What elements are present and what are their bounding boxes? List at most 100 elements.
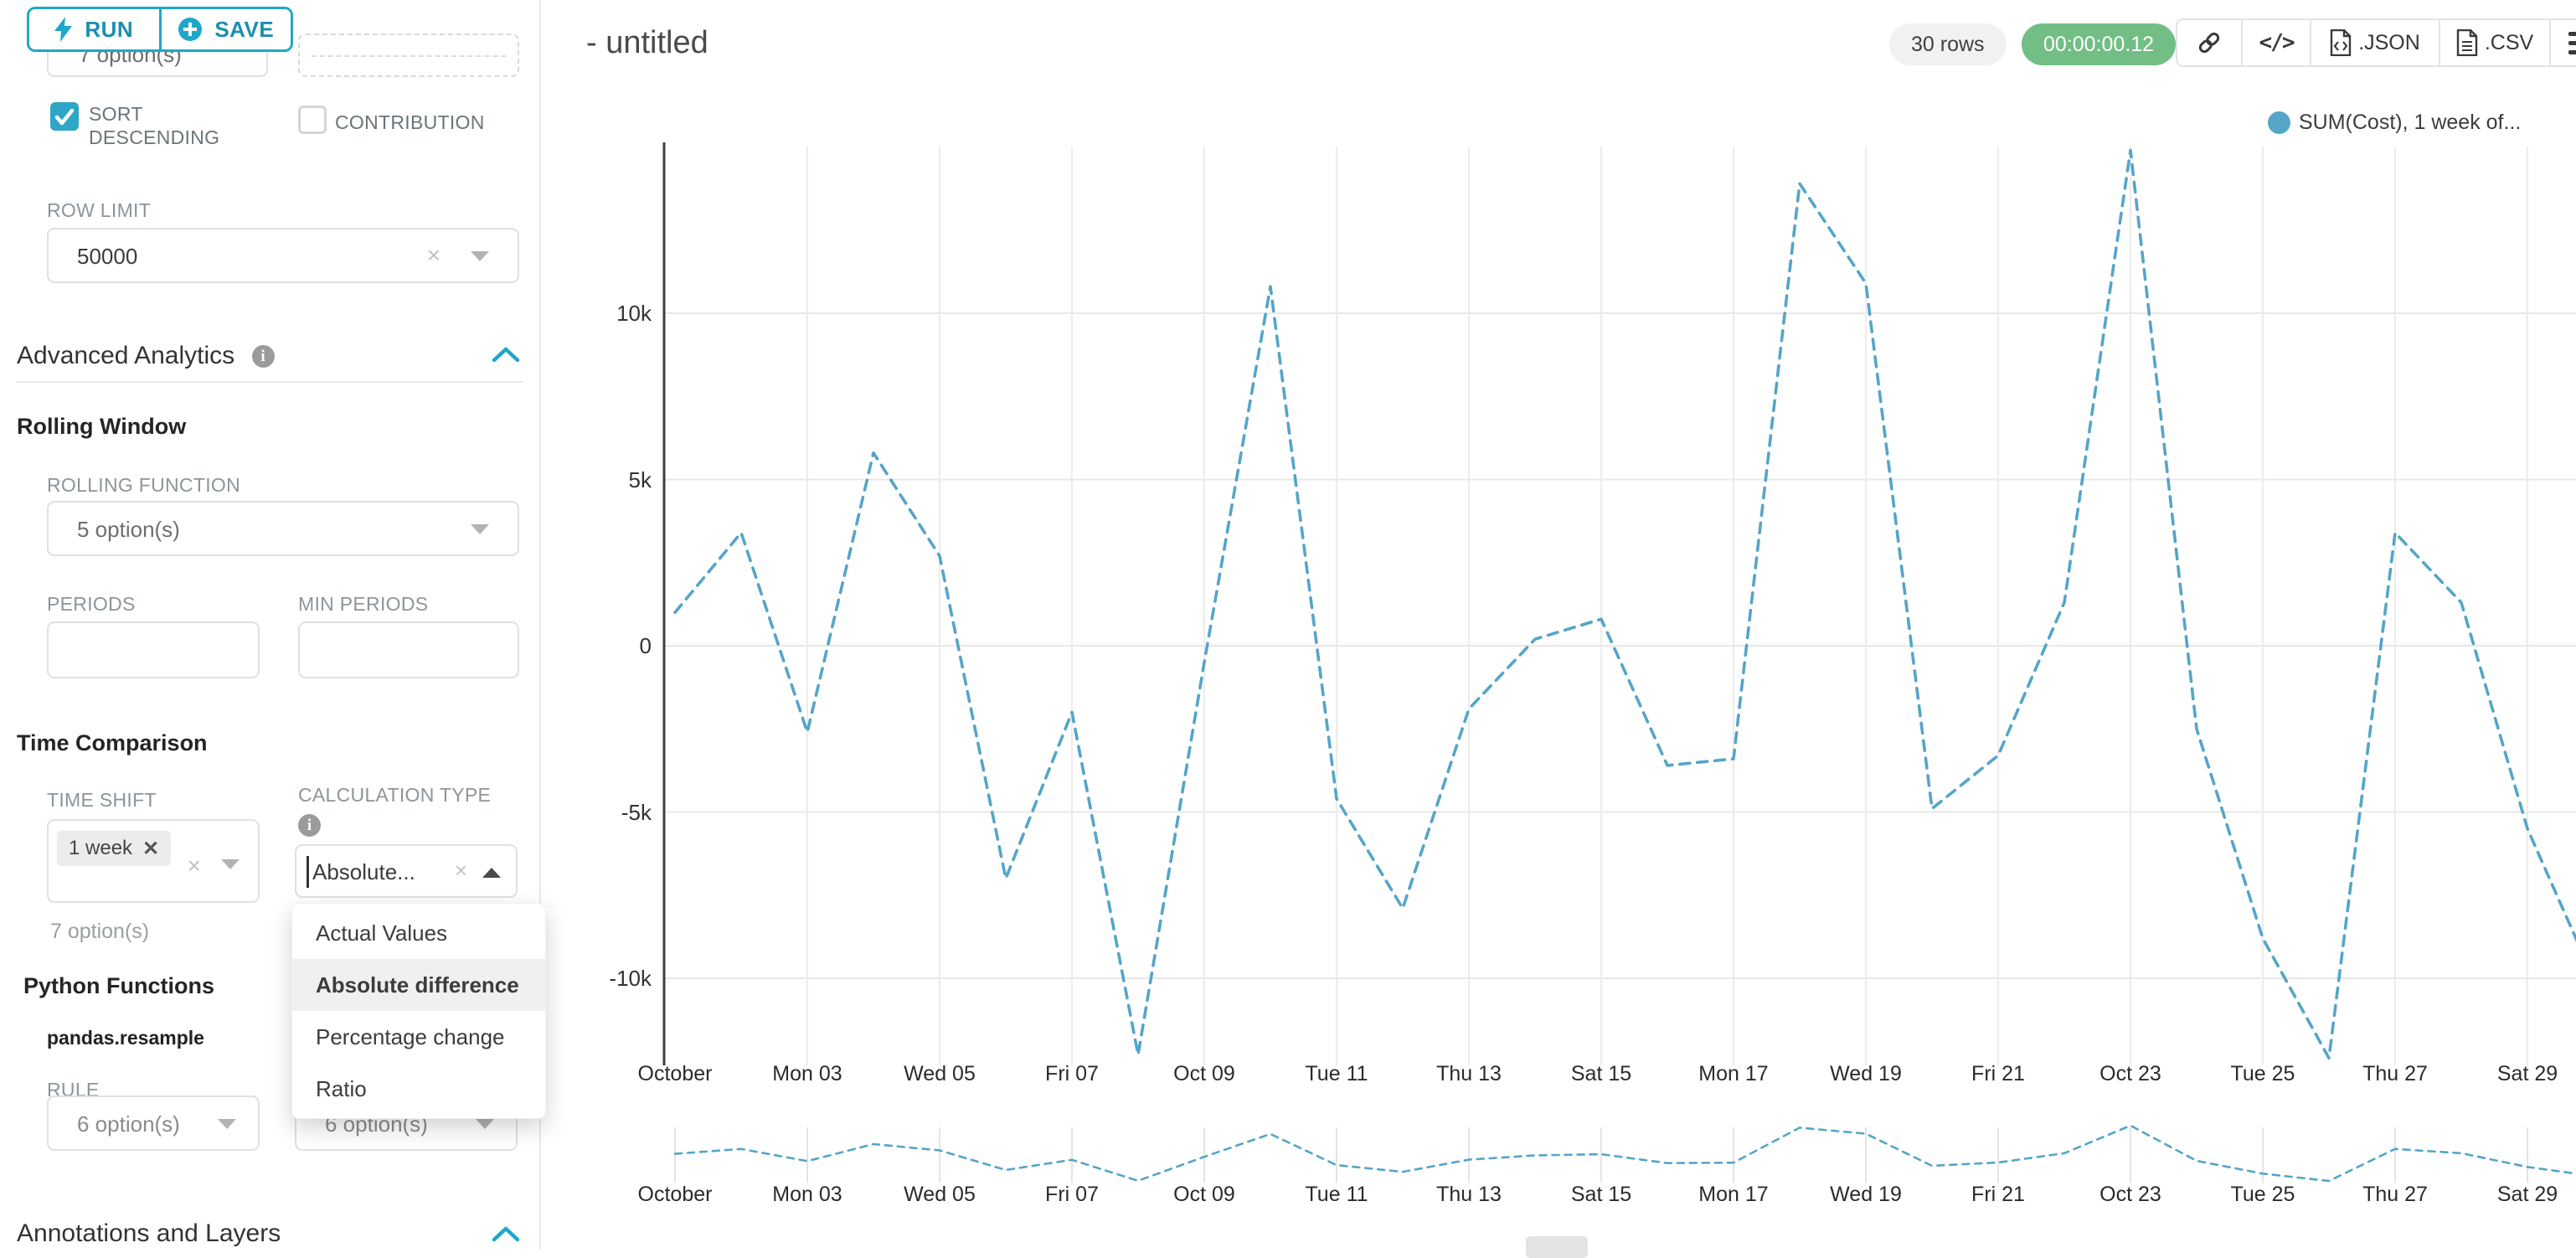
query-timer-badge: 00:00:00.12: [2022, 23, 2177, 65]
export-csv-button[interactable]: .CSV: [2439, 20, 2549, 65]
file-icon: [2456, 29, 2478, 56]
x-tick-label: Mon 17: [1698, 1183, 1769, 1206]
calculation-type-select[interactable]: Absolute... ×: [295, 844, 518, 898]
periods-input[interactable]: [47, 621, 260, 678]
time-shift-select[interactable]: 1 week ✕ ×: [47, 819, 260, 903]
y-tick-label: -10k: [609, 966, 652, 991]
calculation-type-option[interactable]: Percentage change: [316, 1023, 505, 1049]
legend-series-label: SUM(Cost), 1 week of...: [2299, 111, 2522, 134]
rolling-function-value: 5 option(s): [77, 517, 180, 542]
calculation-type-dropdown: Actual Values Absolute difference Percenta…: [291, 903, 546, 1119]
x-tick-label: Fri 07: [1045, 1062, 1099, 1085]
y-tick-label: 5k: [628, 467, 652, 492]
chevron-down-icon[interactable]: [218, 1119, 236, 1129]
export-json-label: .JSON: [2358, 30, 2420, 54]
clear-icon[interactable]: ×: [426, 242, 440, 268]
x-tick-label: Wed 05: [904, 1183, 976, 1206]
x-tick-label: Mon 03: [772, 1183, 842, 1206]
x-tick-label: Oct 09: [1173, 1062, 1235, 1085]
chevron-up-icon[interactable]: [491, 345, 521, 365]
advanced-analytics-title: Advanced Analytics: [17, 342, 235, 369]
x-tick-label: Fri 21: [1971, 1183, 2025, 1206]
pandas-resample-label: pandas.resample: [47, 1027, 204, 1049]
rolling-window-title: Rolling Window: [17, 414, 187, 439]
sort-descending-label: SORT DESCENDING: [89, 103, 220, 148]
x-tick-label: Tue 11: [1305, 1062, 1368, 1085]
export-toolbar: </> .JSON .CSV: [2176, 18, 2576, 67]
menu-button[interactable]: [2549, 20, 2576, 65]
code-icon: </>: [2259, 30, 2295, 55]
chevron-down-icon[interactable]: [221, 859, 240, 869]
save-button[interactable]: SAVE: [158, 9, 291, 49]
run-save-button-group: RUN SAVE: [27, 7, 293, 52]
x-tick-label: Tue 11: [1305, 1183, 1368, 1206]
rule-select-1[interactable]: 6 option(s): [47, 1096, 260, 1151]
annotations-layers-title[interactable]: Annotations and Layers: [17, 1219, 281, 1247]
advanced-analytics-header[interactable]: Advanced Analytics i: [17, 342, 275, 370]
empty-drop-field[interactable]: [298, 34, 519, 77]
x-tick-label: October: [637, 1183, 713, 1206]
sort-descending-checkbox[interactable]: [50, 102, 79, 131]
timeseries-line-chart[interactable]: [541, 80, 2576, 1236]
row-count-badge: 30 rows: [1889, 23, 2007, 65]
chart-title[interactable]: - untitled: [586, 25, 708, 60]
chart-legend[interactable]: SUM(Cost), 1 week of...: [2268, 111, 2521, 135]
control-panel-sidebar: 7 option(s) RUN SAVE SORT DESCENDING CON…: [0, 0, 546, 1250]
x-tick-label: Thu 27: [2362, 1183, 2428, 1206]
periods-label: PERIODS: [47, 593, 136, 615]
main-series-line: [673, 148, 2576, 1060]
run-button-label: RUN: [85, 16, 134, 42]
calculation-type-option[interactable]: Actual Values: [316, 920, 448, 946]
chevron-down-icon[interactable]: [476, 1119, 494, 1129]
export-json-button[interactable]: .JSON: [2310, 20, 2439, 65]
x-tick-label: Oct 23: [2099, 1183, 2161, 1206]
x-tick-label: Wed 19: [1830, 1183, 1902, 1206]
calculation-type-option[interactable]: Ratio: [316, 1075, 367, 1101]
python-functions-title: Python Functions: [23, 973, 214, 998]
x-tick-label: Sat 15: [1570, 1183, 1632, 1206]
x-tick-label: Tue 25: [2230, 1183, 2295, 1206]
clear-icon[interactable]: ×: [454, 858, 467, 883]
remove-tag-icon[interactable]: ✕: [142, 837, 160, 860]
chevron-down-icon[interactable]: [471, 524, 489, 534]
hamburger-icon: [2568, 31, 2576, 54]
contribution-checkbox[interactable]: [298, 106, 327, 134]
run-button[interactable]: RUN: [29, 9, 159, 49]
text-cursor: [307, 856, 309, 888]
x-tick-label: October: [637, 1062, 713, 1085]
min-periods-input[interactable]: [298, 621, 519, 678]
clear-icon[interactable]: ×: [187, 853, 201, 879]
x-tick-label: Mon 03: [772, 1062, 842, 1085]
mini-series-line: [673, 1124, 2576, 1183]
save-button-label: SAVE: [214, 16, 275, 42]
x-tick-label: Tue 25: [2230, 1062, 2295, 1085]
row-limit-select[interactable]: 50000 ×: [47, 228, 519, 283]
x-tick-label: Wed 05: [904, 1062, 976, 1085]
chevron-up-icon[interactable]: [482, 868, 501, 878]
x-tick-label: Oct 23: [2099, 1062, 2161, 1085]
calculation-type-option[interactable]: Absolute difference: [292, 959, 545, 1011]
plus-circle-icon: [178, 18, 203, 41]
x-tick-label: Sat 29: [2496, 1183, 2558, 1206]
time-comparison-title: Time Comparison: [17, 730, 208, 755]
file-code-icon: [2330, 29, 2352, 56]
checkmark-icon: [54, 108, 75, 126]
row-limit-label: ROW LIMIT: [47, 199, 152, 221]
section-divider: [17, 381, 523, 383]
calculation-type-label: CALCULATION TYPE: [298, 784, 492, 806]
x-tick-label: Sat 29: [2496, 1062, 2558, 1085]
y-tick-label: 0: [639, 633, 652, 658]
row-limit-value: 50000: [77, 244, 138, 269]
chevron-down-icon[interactable]: [471, 251, 489, 261]
calculation-type-value: Absolute...: [312, 859, 415, 884]
chevron-up-icon[interactable]: [491, 1224, 521, 1245]
x-tick-label: Fri 07: [1045, 1183, 1099, 1206]
embed-code-button[interactable]: </>: [2241, 20, 2310, 65]
time-shift-hint: 7 option(s): [50, 920, 150, 943]
time-shift-tag: 1 week ✕: [57, 831, 172, 866]
rolling-function-select[interactable]: 5 option(s): [47, 501, 519, 556]
copy-link-button[interactable]: [2177, 20, 2241, 65]
time-shift-label: TIME SHIFT: [47, 789, 157, 811]
y-tick-label: 10k: [616, 301, 652, 326]
link-icon: [2198, 32, 2220, 54]
